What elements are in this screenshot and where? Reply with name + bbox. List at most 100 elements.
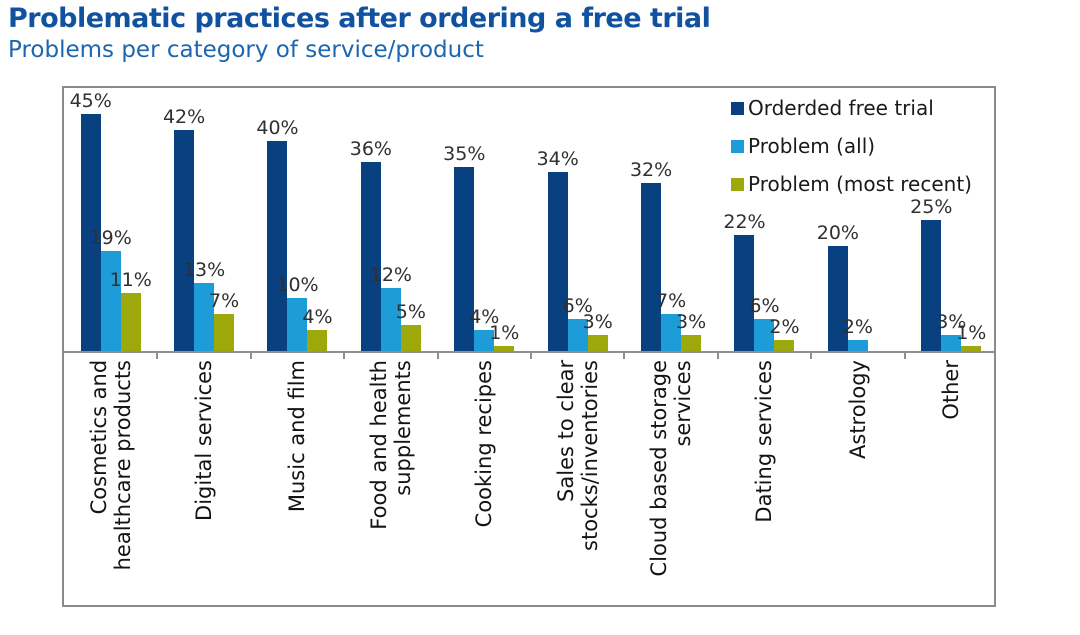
chart-subtitle: Problems per category of service/product (8, 37, 484, 63)
category-label-text: Sales to clear stocks/inventories (553, 360, 602, 551)
bar: 3% (676, 313, 706, 351)
bar-value-label: 2% (769, 316, 800, 339)
bar: 4% (302, 307, 333, 351)
bar: 22% (723, 213, 766, 351)
bar: 2% (769, 318, 800, 351)
bar: 12% (370, 265, 412, 351)
bar-group: 34% 6% 3% (531, 88, 624, 351)
bar-value-label: 6% (562, 295, 593, 318)
bar-group: 20% 2% (811, 88, 904, 351)
bar: 35% (443, 144, 485, 351)
legend-label: Problem (most recent) (748, 172, 972, 196)
bar-group: 35% 4% 1% (438, 88, 531, 351)
legend: Orderded free trial Problem (all) Problem … (731, 96, 972, 210)
category-label: Cosmetics and healthcare products (64, 360, 157, 602)
legend-item: Orderded free trial (731, 96, 972, 120)
axis-tick (810, 353, 813, 359)
bar-value-label: 3% (676, 311, 707, 334)
bar-group: 32% 7% 3% (624, 88, 717, 351)
bar-value-label: 4% (302, 305, 333, 328)
plot-area: 45% 19% 11% 42% 13% 7% 40% 10% 4% 36% 12% 5% 35% 4% 1%… (64, 88, 994, 351)
bar: 25% (910, 197, 952, 351)
bar: 6% (563, 297, 593, 351)
legend-swatch-icon (731, 101, 744, 115)
category-label: Other (905, 360, 998, 602)
bar: 42% (163, 108, 205, 351)
bar: 5% (396, 302, 426, 351)
category-label: Astrology (811, 360, 904, 602)
category-label: Food and health supplements (344, 360, 437, 602)
bar: 6% (749, 297, 780, 351)
category-label-text: Food and health supplements (366, 360, 415, 530)
bar: 45% (70, 92, 112, 351)
legend-label: Problem (all) (748, 134, 876, 158)
category-label: Cooking recipes (438, 360, 531, 602)
bar-value-label: 35% (443, 142, 486, 165)
bar: 19% (90, 229, 132, 351)
bar-value-label: 40% (256, 116, 299, 139)
bar: 13% (183, 260, 225, 351)
bar-value-label: 19% (89, 227, 132, 250)
bar: 1% (489, 323, 519, 351)
bar-value-label: 22% (723, 211, 766, 234)
axis-tick (623, 353, 626, 359)
axis-tick (436, 353, 439, 359)
bar-value-label: 32% (629, 158, 673, 181)
axis-tick (343, 353, 346, 359)
axis-tick (156, 353, 159, 359)
bar-value-label: 3% (936, 311, 967, 334)
bar-value-label: 13% (182, 258, 226, 281)
category-label: Music and film (251, 360, 344, 602)
bar: 1% (956, 323, 986, 351)
bar-value-label: 3% (582, 311, 613, 334)
category-label-text: Other (939, 360, 964, 420)
bar: 10% (276, 276, 319, 351)
axis-tick (903, 353, 906, 359)
bar-value-label: 7% (209, 290, 240, 313)
bar-value-label: 4% (469, 305, 500, 328)
bar-group: 40% 10% 4% (251, 88, 344, 351)
bar-value-label: 10% (276, 274, 319, 297)
bar-value-label: 12% (369, 263, 412, 286)
bar-group: 36% 12% 5% (344, 88, 437, 351)
bar: 4% (469, 307, 499, 351)
legend-label: Orderded free trial (748, 96, 934, 120)
legend-item: Problem (most recent) (731, 172, 972, 196)
category-label-text: Music and film (285, 360, 310, 513)
bar: 11% (110, 271, 152, 351)
legend-swatch-icon (731, 139, 744, 153)
bar: 32% (630, 160, 672, 351)
bar: 3% (936, 313, 966, 351)
category-label-text: Dating services (752, 360, 777, 523)
axis-tick (716, 353, 719, 359)
chart-title: Problematic practices after ordering a f… (8, 3, 711, 34)
category-label-text: Astrology (845, 360, 870, 460)
bar: 2% (843, 318, 873, 351)
bar: 36% (350, 139, 392, 351)
bar-value-label: 20% (816, 221, 859, 244)
bar-value-label: 7% (656, 290, 687, 313)
bar-value-label: 42% (162, 106, 206, 129)
bar: 20% (817, 223, 859, 351)
bar: 34% (537, 150, 579, 351)
category-label-text: Cosmetics and healthcare products (86, 360, 135, 571)
axis-tick (249, 353, 252, 359)
bar-value-label: 1% (956, 321, 987, 344)
category-label: Digital services (157, 360, 250, 602)
legend-swatch-icon (731, 177, 744, 191)
bar-group: 25% 3% 1% (905, 88, 998, 351)
category-label: Sales to clear stocks/inventories (531, 360, 624, 602)
bar-value-label: 2% (842, 316, 873, 339)
bar: 40% (256, 118, 299, 351)
bar-value-label: 45% (69, 90, 112, 113)
bar-group: 45% 19% 11% (64, 88, 157, 351)
chart-area: 45% 19% 11% 42% 13% 7% 40% 10% 4% 36% 12% 5% 35% 4% 1%… (62, 86, 996, 607)
bar: 3% (583, 313, 613, 351)
bar-value-label: 5% (395, 300, 426, 323)
category-label-text: Cloud based storage services (646, 360, 696, 577)
bar-value-label: 6% (749, 295, 780, 318)
bar-group: 42% 13% 7% (157, 88, 250, 351)
category-label-text: Cooking recipes (472, 360, 497, 528)
bar: 7% (209, 292, 239, 351)
